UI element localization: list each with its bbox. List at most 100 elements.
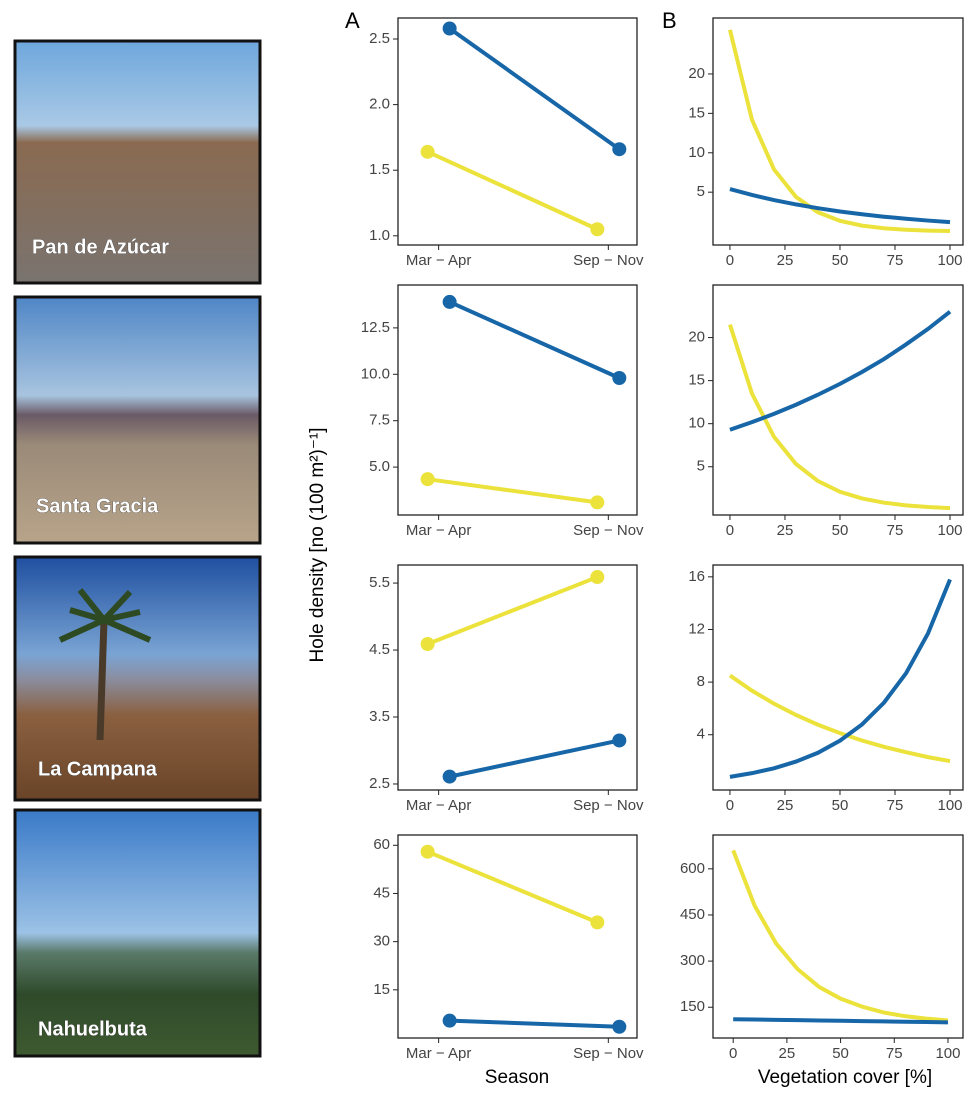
plot-frame [397,834,638,1039]
x-tick-label: 50 [832,252,849,269]
y-tick-label: 1.5 [369,161,390,178]
point [420,844,435,859]
y-tick-label: 1.0 [369,227,390,244]
x-tick-label: Mar − Apr [406,252,471,269]
photo-label: Pan de Azúcar [32,236,169,258]
x-tick-label: 25 [777,252,794,269]
point [612,371,627,386]
photo-label: Santa Gracia [36,495,159,517]
x-tick-label: Mar − Apr [406,522,471,539]
plot-frame [712,17,964,246]
photo: Pan de Azúcar [13,39,262,285]
series-line [426,849,599,925]
x-tick-label: Sep − Nov [573,1045,644,1062]
y-tick-label: 2.5 [369,775,390,792]
series-line [728,29,951,234]
series-line [728,324,951,511]
series-line [449,1018,620,1029]
x-tick-label: Sep − Nov [573,252,644,269]
y-tick-label: 5.5 [369,574,390,591]
y-tick-label: 450 [680,906,705,923]
y-tick-label: 4 [697,726,705,743]
x-tick-label: 100 [938,522,963,539]
photo: Nahuelbuta [13,808,262,1058]
point [442,769,457,784]
x-tick-label: 50 [832,522,849,539]
point [420,144,435,159]
point [442,294,457,309]
y-tick-label: 3.5 [369,708,390,725]
x-tick-label: 100 [938,252,963,269]
x-tick-label: Sep − Nov [573,522,644,539]
x-tick-label: 25 [777,797,794,814]
point [420,637,435,652]
x-tick-label: 50 [832,1045,849,1062]
series-line [426,575,599,646]
point [442,21,457,36]
plot-frame [397,17,638,246]
x-axis-label: Vegetation cover [%] [758,1067,932,1088]
plot-frame [397,284,638,516]
x-tick-label: 75 [886,1045,903,1062]
y-tick-label: 5.0 [369,458,390,475]
y-tick-label: 30 [373,933,390,950]
x-tick-label: 100 [938,797,963,814]
y-tick-label: 12 [688,620,705,637]
series-line [731,849,949,1023]
y-tick-label: 12.5 [361,319,390,336]
y-tick-label: 5 [697,183,705,200]
y-tick-label: 15 [688,372,705,389]
y-tick-label: 10.0 [361,365,390,382]
y-tick-label: 2.5 [369,30,390,47]
point [590,495,605,510]
panel-label: A [345,8,360,33]
photo-label: La Campana [38,758,158,780]
series-line [729,578,952,779]
x-axis-label: Season [485,1067,549,1088]
x-tick-label: 75 [887,797,904,814]
y-tick-label: 5 [697,458,705,475]
y-tick-label: 15 [373,981,390,998]
x-tick-label: 0 [726,252,734,269]
y-tick-label: 4.5 [369,641,390,658]
x-tick-label: 0 [726,522,734,539]
y-tick-label: 8 [697,673,705,690]
x-tick-label: 75 [887,522,904,539]
series-line [728,673,951,764]
y-tick-label: 600 [680,860,705,877]
plot-frame [712,834,964,1039]
y-tick-label: 45 [373,884,390,901]
x-tick-label: 25 [779,1045,796,1062]
y-tick-label: 10 [688,415,705,432]
series-line [448,26,621,151]
y-tick-label: 150 [680,998,705,1015]
point [590,570,605,585]
series-line [426,150,599,232]
series-line [449,738,620,779]
x-tick-label: 75 [887,252,904,269]
photo-label: Nahuelbuta [38,1018,148,1040]
y-tick-label: 20 [688,65,705,82]
y-tick-label: 60 [373,836,390,853]
plot-frame [712,284,964,516]
x-tick-label: 100 [935,1045,960,1062]
point [612,1019,627,1034]
point [612,733,627,748]
y-tick-label: 300 [680,952,705,969]
y-tick-label: 7.5 [369,412,390,429]
x-tick-label: Sep − Nov [573,797,644,814]
plot-frame [712,564,964,791]
y-tick-label: 20 [688,329,705,346]
plot-frame [397,564,638,791]
point [590,222,605,237]
point [590,915,605,930]
x-tick-label: 50 [832,797,849,814]
y-tick-label: 15 [688,104,705,121]
series-line [733,1017,948,1025]
series-line [427,477,598,505]
point [612,142,627,157]
series-line [729,310,952,432]
x-tick-label: Mar − Apr [406,1045,471,1062]
photo: Santa Gracia [13,295,262,545]
